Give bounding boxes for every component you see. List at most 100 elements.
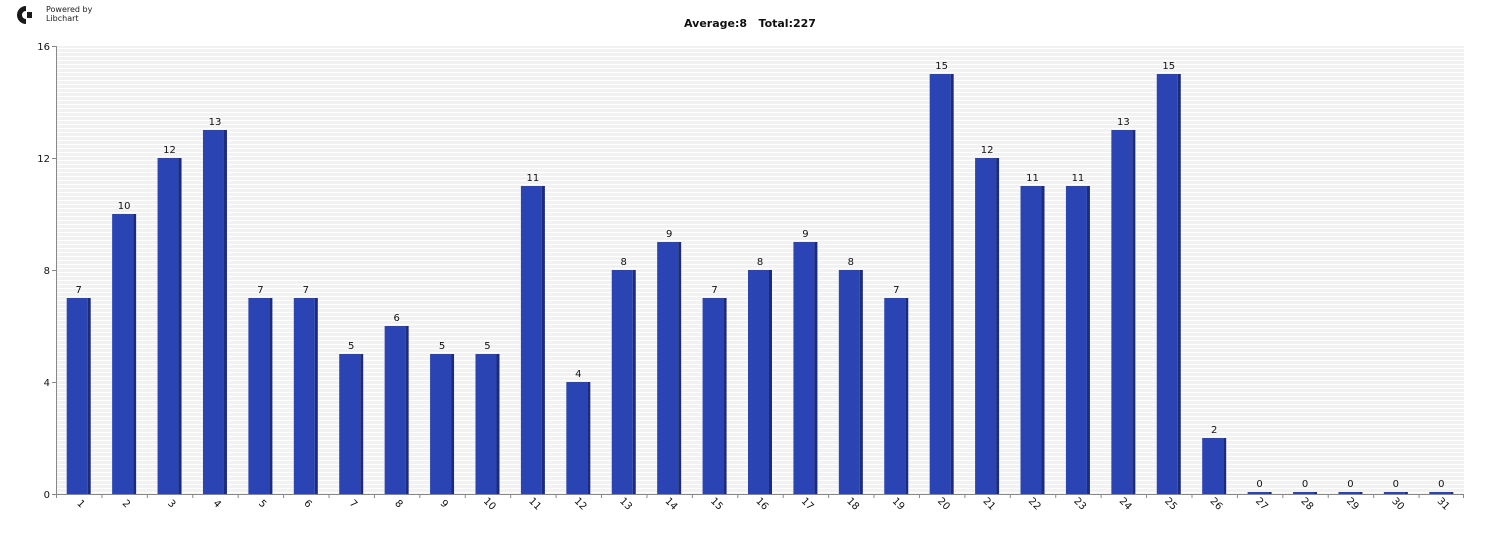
bar-shade xyxy=(587,382,591,494)
data-label: 7 xyxy=(711,285,717,296)
bar-shade xyxy=(1041,186,1045,494)
x-tick-label: 10 xyxy=(481,496,498,513)
x-tick-label: 9 xyxy=(438,498,450,510)
data-label: 5 xyxy=(484,341,490,352)
bar xyxy=(66,298,88,494)
x-tick-label: 20 xyxy=(935,496,952,513)
logo-libchart: Libchart xyxy=(46,14,79,23)
data-label: 8 xyxy=(621,257,627,268)
bar-shade xyxy=(678,242,682,494)
bar-shade xyxy=(1268,492,1272,494)
data-label: 5 xyxy=(348,341,354,352)
bar xyxy=(202,130,224,494)
bar-shade xyxy=(769,270,772,494)
data-label: 13 xyxy=(209,117,222,128)
logo-text: Powered by Libchart xyxy=(46,5,92,23)
bar xyxy=(1247,492,1269,494)
x-tick-label: 13 xyxy=(617,496,634,513)
y-tick-label: 12 xyxy=(37,154,50,165)
x-tick-label: 18 xyxy=(844,496,861,513)
data-label: 7 xyxy=(257,285,263,296)
bar-shade xyxy=(1450,492,1454,494)
y-tick-label: 8 xyxy=(44,266,50,277)
data-label: 0 xyxy=(1438,479,1444,490)
bar-shade xyxy=(1223,438,1227,494)
x-tick-label: 7 xyxy=(347,498,359,510)
bar xyxy=(157,158,179,494)
x-tick-label: 21 xyxy=(980,496,997,513)
data-label: 8 xyxy=(848,257,854,268)
data-label: 4 xyxy=(575,369,581,380)
data-label: 13 xyxy=(1117,117,1130,128)
data-label: 0 xyxy=(1393,479,1399,490)
x-tick-label: 19 xyxy=(890,496,907,513)
bar-shade xyxy=(269,298,273,494)
data-label: 15 xyxy=(1162,61,1175,72)
data-label: 0 xyxy=(1347,479,1353,490)
y-tick-label: 16 xyxy=(37,42,50,53)
x-tick-label: 27 xyxy=(1253,496,1270,513)
bar-shade xyxy=(814,242,818,494)
bar xyxy=(1111,130,1133,494)
bar-shade xyxy=(632,270,636,494)
bar xyxy=(657,242,679,494)
data-label: 6 xyxy=(393,313,399,324)
bar xyxy=(475,354,497,494)
bar xyxy=(248,298,270,494)
bar xyxy=(384,326,406,494)
x-tick-label: 12 xyxy=(572,496,589,513)
data-label: 9 xyxy=(666,229,672,240)
data-label: 15 xyxy=(935,61,948,72)
bar-shade xyxy=(996,158,1000,494)
bar xyxy=(1156,74,1178,494)
bar-shade xyxy=(178,158,182,494)
bar-shade xyxy=(1359,492,1363,494)
data-label: 7 xyxy=(893,285,899,296)
bar xyxy=(112,214,134,494)
bar-shade xyxy=(541,186,545,494)
bar xyxy=(1293,492,1315,494)
x-tick-label: 31 xyxy=(1435,496,1452,513)
data-label: 11 xyxy=(527,173,540,184)
bar-shade xyxy=(405,326,409,494)
bar xyxy=(702,298,724,494)
x-tick-label: 24 xyxy=(1117,496,1134,513)
bar xyxy=(339,354,361,494)
x-tick-label: 25 xyxy=(1162,496,1179,513)
bar xyxy=(929,74,951,494)
data-label: 0 xyxy=(1256,479,1262,490)
bar-shade xyxy=(496,354,500,494)
bar xyxy=(566,382,588,494)
x-tick-label: 28 xyxy=(1298,496,1315,513)
chart-title: Average:8 Total:227 xyxy=(684,17,816,30)
data-label: 0 xyxy=(1302,479,1308,490)
x-tick-label: 16 xyxy=(753,496,770,513)
x-tick-label: 4 xyxy=(211,498,223,510)
data-label: 11 xyxy=(1026,173,1039,184)
bar-shade xyxy=(1177,74,1181,494)
bar-shade xyxy=(723,298,727,494)
x-tick-label: 5 xyxy=(256,498,268,510)
bar-shade xyxy=(950,74,954,494)
bar xyxy=(838,270,860,494)
bar-shade xyxy=(905,298,909,494)
bar-shade xyxy=(314,298,318,494)
data-label: 8 xyxy=(757,257,763,268)
bar xyxy=(1065,186,1087,494)
x-tick-label: 8 xyxy=(392,498,404,510)
x-tick-label: 11 xyxy=(526,496,543,513)
bar xyxy=(1020,186,1042,494)
libchart-logo: Powered by Libchart xyxy=(16,4,106,28)
x-tick-label: 2 xyxy=(120,498,132,510)
data-label: 12 xyxy=(163,145,176,156)
x-tick-label: 15 xyxy=(708,496,725,513)
bar xyxy=(1383,492,1405,494)
data-label: 9 xyxy=(802,229,808,240)
y-tick-label: 4 xyxy=(44,378,50,389)
data-label: 7 xyxy=(76,285,82,296)
bar xyxy=(520,186,542,494)
y-tick-label: 0 xyxy=(44,490,50,501)
bar-shade xyxy=(360,354,364,494)
